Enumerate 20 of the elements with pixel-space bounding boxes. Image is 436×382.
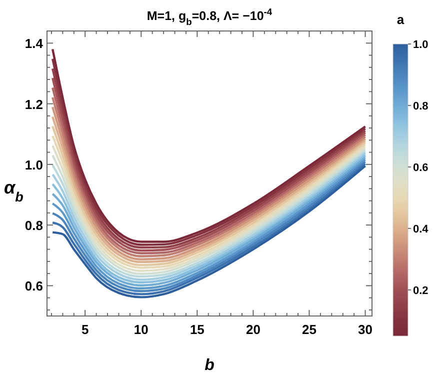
x-tick-label: 25 (302, 322, 316, 337)
y-axis-title: α$_{b}$ (4, 178, 24, 204)
color-bar-label: 0.8 (413, 100, 428, 112)
x-tick-label: 30 (358, 322, 373, 337)
x-tick-label: 5 (81, 322, 89, 337)
color-bar-label: 1.0 (413, 39, 428, 51)
x-axis-title: b (204, 357, 215, 374)
color-bar-label: 0.4 (413, 223, 430, 236)
y-tick-label: 0.8 (24, 218, 43, 234)
chart-title: M=1, g$_{b}$=0.8, Λ= −10$^{-4}$ (146, 7, 273, 27)
x-tick-label: 10 (134, 322, 148, 337)
x-tick-label: 20 (246, 322, 260, 337)
color-bar-label: 0.6 (413, 162, 428, 174)
color-bar-title: a (396, 12, 405, 27)
y-tick-label: 1.0 (24, 157, 43, 172)
x-tick-label: 15 (190, 322, 204, 337)
y-tick-label: 1.2 (24, 96, 43, 112)
y-tick-label: 0.6 (24, 278, 43, 294)
y-tick-label: 1.4 (24, 36, 44, 52)
color-bar-label: 0.2 (413, 284, 428, 297)
